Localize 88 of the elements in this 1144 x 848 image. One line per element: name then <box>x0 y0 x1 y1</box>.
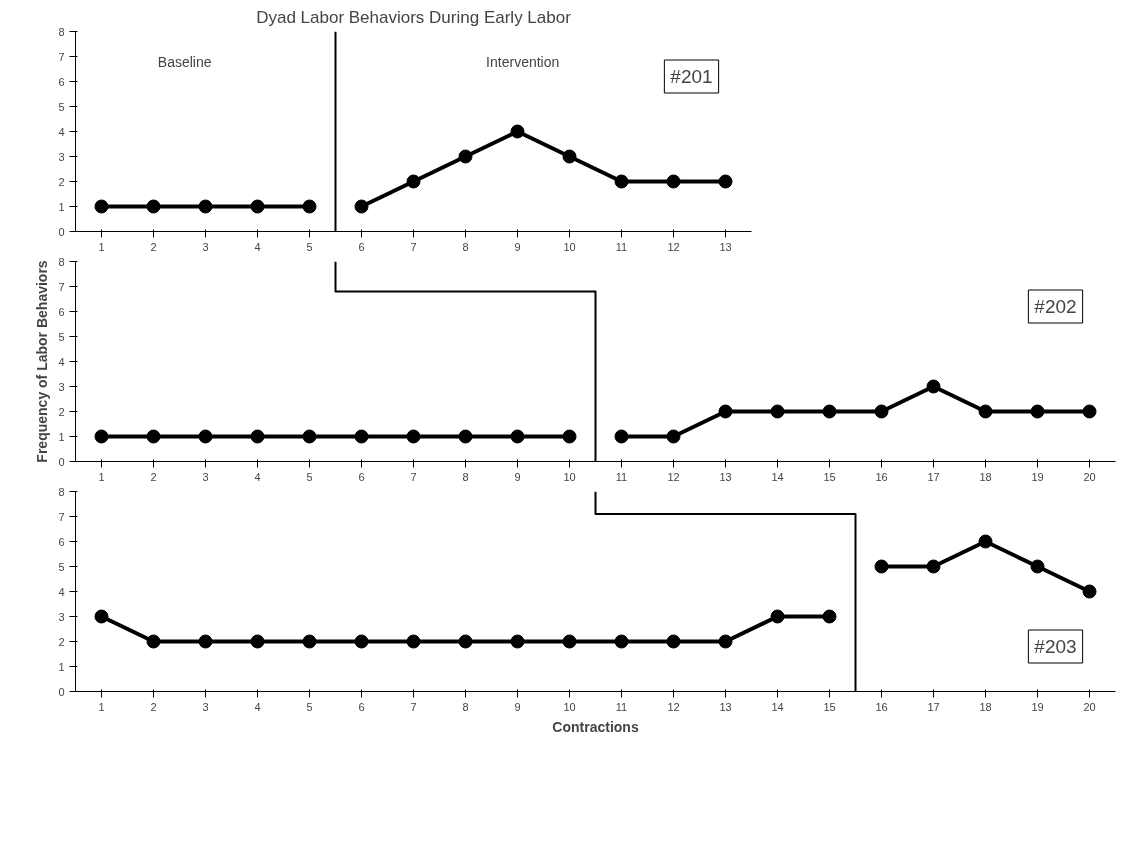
x-tick-label: 5 <box>306 470 313 483</box>
x-axis-title: Contractions <box>552 718 639 735</box>
x-tick-label: 7 <box>410 470 417 483</box>
y-tick-label: 3 <box>58 610 65 623</box>
y-tick-label: 2 <box>58 405 65 418</box>
x-tick-label: 18 <box>979 470 992 483</box>
x-tick-label: 11 <box>615 470 628 483</box>
x-tick-label: 4 <box>254 470 261 483</box>
x-tick-label: 6 <box>358 240 365 253</box>
y-tick-label: 2 <box>58 175 65 188</box>
annotation: #202 <box>1034 296 1077 317</box>
y-tick-label: 0 <box>58 225 65 238</box>
x-tick-label: 2 <box>150 470 157 483</box>
x-tick-label: 5 <box>306 700 313 713</box>
x-tick-label: 16 <box>875 470 888 483</box>
x-tick-label: 14 <box>771 700 784 713</box>
x-tick-label: 8 <box>462 470 469 483</box>
x-tick-label: 2 <box>150 240 157 253</box>
y-tick-label: 4 <box>58 125 65 138</box>
x-tick-label: 16 <box>875 700 888 713</box>
x-tick-label: 13 <box>719 470 732 483</box>
y-tick-label: 1 <box>58 660 65 673</box>
x-tick-label: 17 <box>927 700 940 713</box>
x-tick-label: 20 <box>1083 700 1096 713</box>
annotation: Intervention <box>486 53 560 70</box>
x-tick-label: 17 <box>927 470 940 483</box>
x-tick-label: 19 <box>1031 700 1044 713</box>
y-tick-label: 8 <box>58 255 65 268</box>
x-tick-label: 15 <box>823 470 836 483</box>
y-tick-label: 1 <box>58 200 65 213</box>
x-tick-label: 19 <box>1031 470 1044 483</box>
x-tick-label: 9 <box>514 240 521 253</box>
y-tick-label: 3 <box>58 380 65 393</box>
x-tick-label: 13 <box>719 700 732 713</box>
x-tick-label: 6 <box>358 470 365 483</box>
x-tick-label: 12 <box>667 700 680 713</box>
x-tick-label: 6 <box>358 700 365 713</box>
x-tick-label: 9 <box>514 700 521 713</box>
y-tick-label: 1 <box>58 430 65 443</box>
y-tick-label: 8 <box>58 485 65 498</box>
x-tick-label: 18 <box>979 700 992 713</box>
y-tick-label: 2 <box>58 635 65 648</box>
y-tick-label: 0 <box>58 685 65 698</box>
y-tick-label: 7 <box>58 50 65 63</box>
x-tick-label: 3 <box>202 470 209 483</box>
y-tick-label: 6 <box>58 75 65 88</box>
x-tick-label: 7 <box>410 240 417 253</box>
x-tick-label: 10 <box>563 470 576 483</box>
x-tick-label: 4 <box>254 240 261 253</box>
x-tick-label: 1 <box>98 470 105 483</box>
y-tick-label: 5 <box>58 100 65 113</box>
x-tick-label: 8 <box>462 240 469 253</box>
x-tick-label: 1 <box>98 700 105 713</box>
y-tick-label: 6 <box>58 305 65 318</box>
x-tick-label: 11 <box>615 700 628 713</box>
x-tick-label: 8 <box>462 700 469 713</box>
x-tick-label: 14 <box>771 470 784 483</box>
y-axis-title: Frequency of Labor Behaviors <box>34 260 51 463</box>
x-tick-label: 15 <box>823 700 836 713</box>
x-tick-label: 5 <box>306 240 313 253</box>
y-tick-label: 3 <box>58 150 65 163</box>
x-tick-label: 10 <box>563 700 576 713</box>
chart-title: Dyad Labor Behaviors During Early Labor <box>256 7 572 27</box>
x-tick-label: 7 <box>410 700 417 713</box>
x-tick-label: 12 <box>667 470 680 483</box>
x-tick-label: 20 <box>1083 470 1096 483</box>
x-tick-label: 11 <box>615 240 628 253</box>
annotation: #203 <box>1034 636 1077 657</box>
y-tick-label: 5 <box>58 560 65 573</box>
y-tick-label: 7 <box>58 280 65 293</box>
y-tick-label: 7 <box>58 510 65 523</box>
x-tick-label: 3 <box>202 700 209 713</box>
y-tick-label: 0 <box>58 455 65 468</box>
x-tick-label: 9 <box>514 470 521 483</box>
x-tick-label: 1 <box>98 240 105 253</box>
y-tick-label: 4 <box>58 585 65 598</box>
x-tick-label: 3 <box>202 240 209 253</box>
y-tick-label: 4 <box>58 355 65 368</box>
y-tick-label: 5 <box>58 330 65 343</box>
annotation: Baseline <box>157 53 212 70</box>
y-tick-label: 8 <box>58 25 65 38</box>
x-tick-label: 12 <box>667 240 680 253</box>
x-tick-label: 13 <box>719 240 732 253</box>
x-tick-label: 2 <box>150 700 157 713</box>
x-tick-label: 10 <box>563 240 576 253</box>
x-tick-label: 4 <box>254 700 261 713</box>
y-tick-label: 6 <box>58 535 65 548</box>
annotation: #201 <box>670 66 713 87</box>
